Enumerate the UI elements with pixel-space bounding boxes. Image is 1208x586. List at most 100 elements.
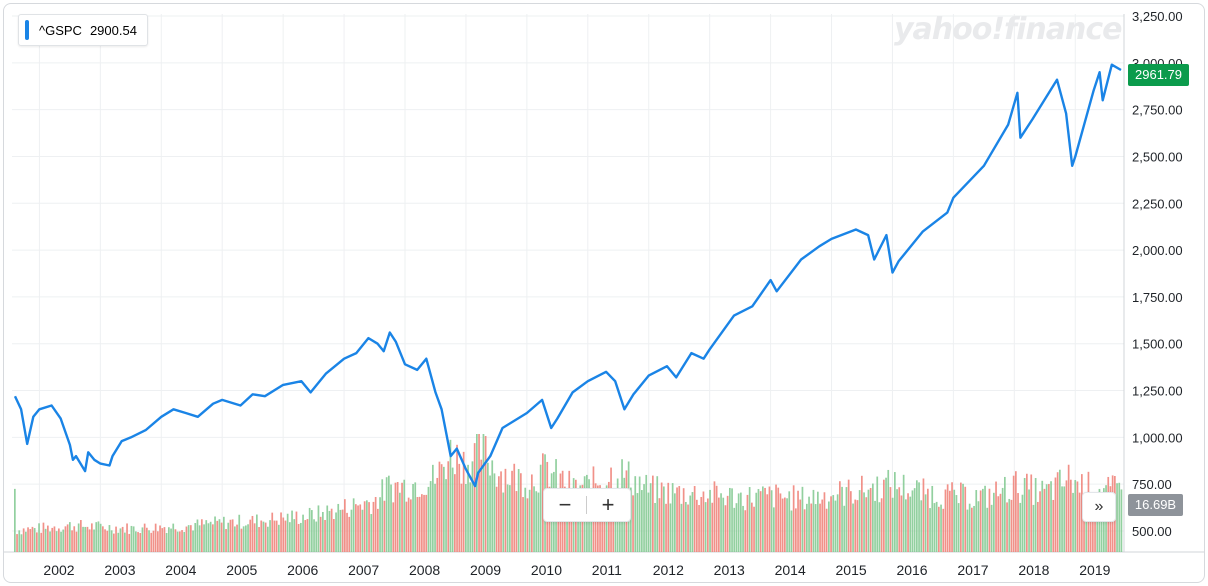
- volume-bar: [207, 523, 210, 552]
- volume-bar: [132, 526, 135, 552]
- volume-bar: [671, 483, 674, 552]
- volume-bar: [1032, 504, 1035, 552]
- x-tick-label: 2002: [43, 562, 74, 578]
- volume-bar: [907, 493, 909, 552]
- volume-bar: [1072, 492, 1074, 552]
- volume-bar: [973, 505, 975, 552]
- volume-bar: [1021, 494, 1024, 552]
- volume-bar: [20, 534, 23, 552]
- volume-bar: [786, 498, 788, 552]
- volume-bar: [698, 505, 700, 552]
- volume-bar: [909, 496, 912, 552]
- volume-bar: [269, 520, 271, 552]
- volume-bar: [935, 501, 938, 552]
- volume-bar: [209, 521, 212, 552]
- volume-bar: [1116, 483, 1118, 552]
- volume-bar: [258, 527, 260, 552]
- volume-bar: [95, 522, 98, 552]
- volume-bar: [302, 514, 304, 552]
- volume-bar: [97, 521, 100, 552]
- volume-bar: [47, 525, 49, 552]
- volume-bar: [236, 524, 238, 552]
- volume-bar: [326, 505, 329, 552]
- volume-bar: [289, 522, 291, 552]
- x-tick-label: 2008: [409, 562, 440, 578]
- volume-bar: [1089, 500, 1092, 552]
- volume-bar: [1017, 493, 1019, 552]
- volume-bar: [22, 528, 25, 552]
- volume-bar: [242, 526, 245, 552]
- volume-bar: [247, 524, 249, 552]
- volume-bar: [36, 532, 38, 552]
- zoom-out-button[interactable]: −: [558, 492, 572, 517]
- volume-bar: [291, 510, 293, 552]
- y-tick-label: 2,000.00: [1132, 243, 1183, 258]
- y-tick-label: 1,000.00: [1132, 430, 1183, 445]
- volume-bar: [718, 497, 720, 552]
- volume-bar: [29, 529, 32, 552]
- volume-bar: [513, 463, 516, 552]
- volume-bar: [423, 494, 425, 552]
- volume-bar: [75, 531, 78, 552]
- volume-bar: [64, 526, 67, 552]
- expand-more-button[interactable]: »: [1082, 492, 1116, 522]
- volume-bar: [779, 493, 782, 552]
- volume-bar: [418, 496, 421, 552]
- volume-bar: [179, 531, 181, 552]
- volume-bar: [997, 496, 1000, 552]
- volume-bar: [480, 459, 483, 552]
- volume-bar: [108, 525, 111, 552]
- volume-bar: [863, 492, 865, 552]
- volume-bar: [146, 527, 148, 552]
- volume-bar: [1094, 494, 1096, 552]
- volume-bar: [790, 510, 793, 552]
- volume-bar: [924, 494, 927, 552]
- volume-bar: [704, 502, 707, 552]
- x-tick-label: 2017: [957, 562, 988, 578]
- volume-bar: [256, 514, 258, 552]
- volume-bar: [803, 509, 806, 552]
- volume-bar: [1052, 499, 1055, 552]
- volume-bar: [966, 509, 969, 552]
- x-tick-label: 2010: [531, 562, 562, 578]
- volume-bar: [896, 489, 898, 552]
- volume-bar: [335, 512, 337, 552]
- volume-bar: [214, 516, 216, 552]
- y-tick-label: 1,250.00: [1132, 384, 1183, 399]
- volume-bar: [533, 486, 535, 552]
- volume-bar: [990, 504, 993, 552]
- volume-bar: [693, 486, 696, 552]
- volume-bar: [322, 511, 324, 552]
- volume-bar: [165, 532, 168, 552]
- series-legend[interactable]: ^GSPC 2900.54: [18, 14, 148, 46]
- volume-bar: [447, 461, 450, 552]
- volume-bar: [535, 491, 538, 552]
- volume-bar: [520, 473, 522, 552]
- x-tick-label: 2019: [1079, 562, 1110, 578]
- volume-bar: [645, 474, 648, 552]
- volume-bar: [1006, 502, 1008, 552]
- volume-bar: [916, 480, 918, 552]
- volume-bar: [1010, 499, 1013, 552]
- volume-bar: [198, 525, 201, 552]
- volume-bar: [412, 483, 414, 552]
- volume-bar: [150, 532, 153, 552]
- volume-bar: [920, 500, 923, 552]
- volume-bar: [938, 506, 940, 552]
- volume-bar: [975, 490, 978, 552]
- zoom-in-button[interactable]: +: [601, 492, 615, 517]
- chart-frame: 3,250.003,000.002,750.002,500.002,250.00…: [3, 3, 1205, 583]
- volume-bar: [634, 476, 637, 552]
- volume-bar: [1015, 471, 1017, 552]
- volume-bar: [304, 520, 307, 552]
- volume-bar: [720, 493, 722, 552]
- volume-bar: [157, 531, 159, 552]
- volume-bar: [724, 505, 727, 552]
- volume-bar: [436, 477, 439, 552]
- volume-bar: [249, 519, 252, 552]
- volume-bar: [104, 529, 106, 552]
- volume-bar: [630, 487, 632, 552]
- y-tick-label: 1,500.00: [1132, 337, 1183, 352]
- volume-bar: [1063, 486, 1066, 552]
- volume-bar: [416, 497, 419, 552]
